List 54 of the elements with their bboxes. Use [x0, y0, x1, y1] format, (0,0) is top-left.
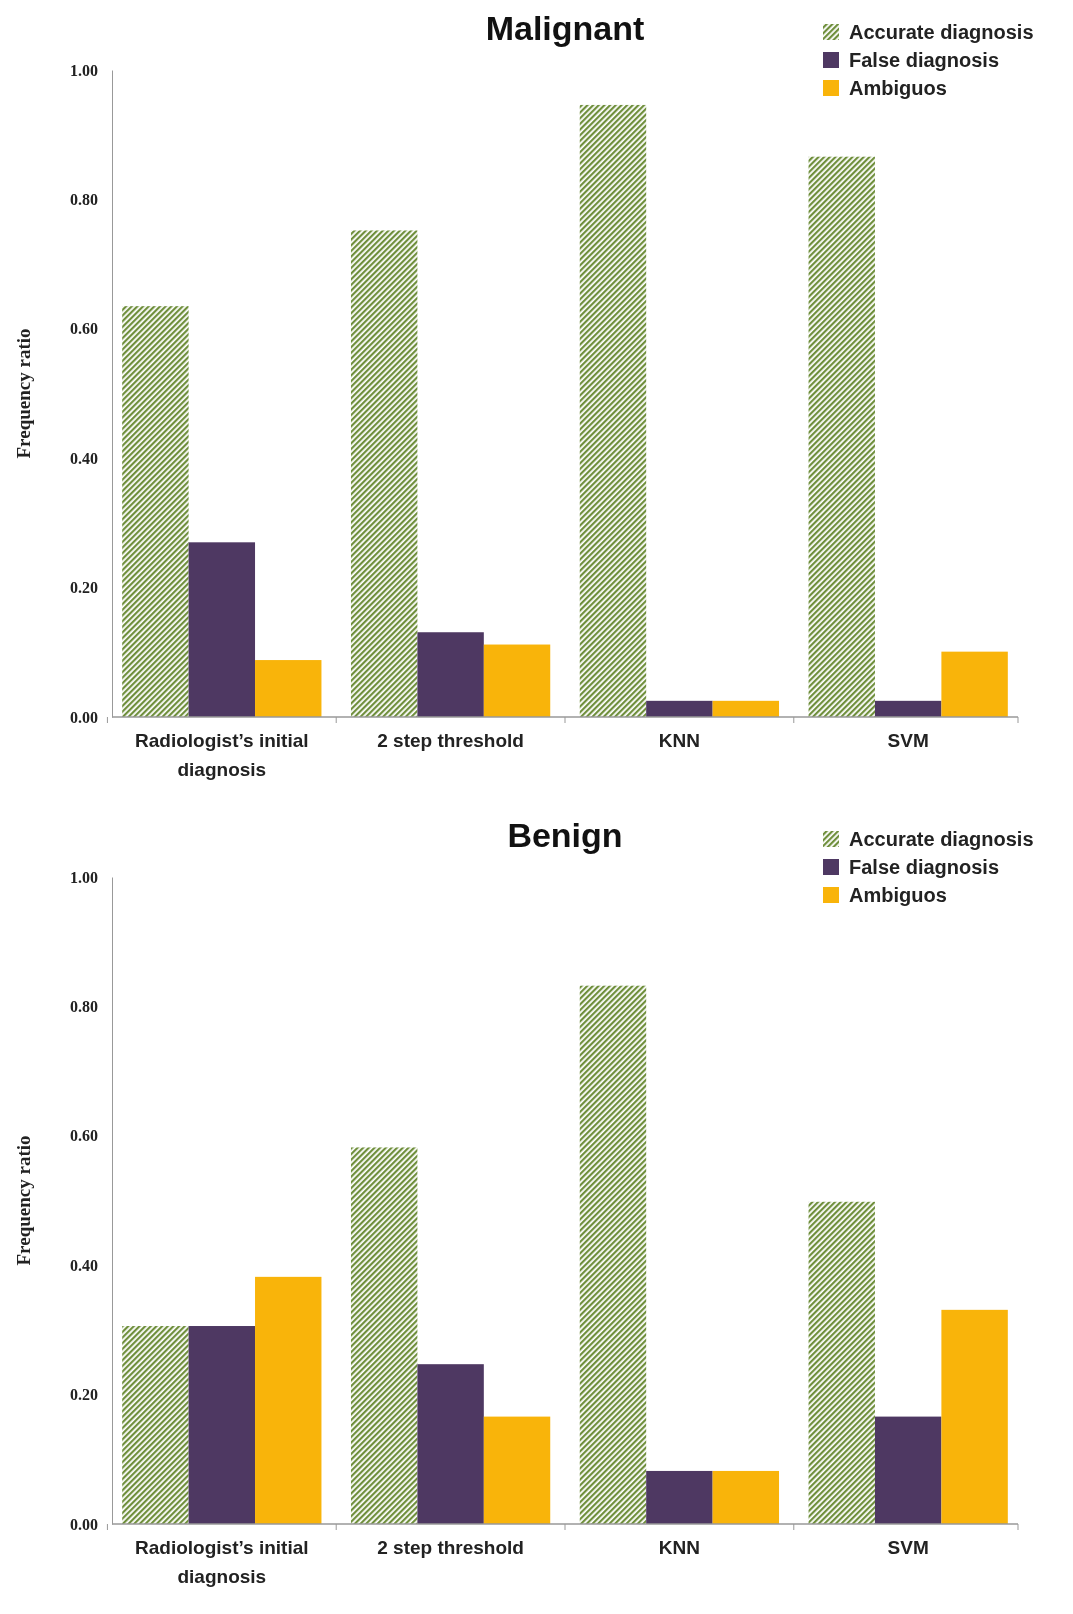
bar — [188, 542, 256, 717]
bar — [417, 632, 484, 717]
y-tick-label: 0.60 — [70, 320, 98, 338]
legend-label: Accurate diagnosis — [849, 21, 1034, 43]
y-tick-label: 0.00 — [70, 1515, 98, 1533]
bar — [874, 1416, 942, 1524]
x-tick-label: SVM — [887, 730, 929, 751]
bar — [808, 1201, 875, 1524]
y-tick-label: 0.40 — [70, 1256, 98, 1274]
y-tick-label: 0.00 — [70, 708, 98, 726]
bar — [350, 230, 418, 717]
x-tick-label: 2 step threshold — [377, 1537, 524, 1558]
bar — [808, 156, 875, 717]
x-tick-label: KNN — [658, 730, 700, 751]
bar — [255, 660, 322, 717]
y-tick-label: 0.80 — [70, 191, 98, 209]
y-tick-label: 0.20 — [70, 579, 98, 597]
bar — [188, 1326, 256, 1524]
bar — [483, 1416, 551, 1524]
bar — [579, 104, 647, 717]
y-axis-title: Frequency ratio — [13, 328, 34, 459]
bar — [350, 1147, 418, 1524]
chart-title: Malignant — [485, 9, 645, 47]
bar — [712, 700, 780, 717]
x-tick-label: Radiologist’s initial diagnosis — [135, 1537, 309, 1587]
y-tick-label: 1.00 — [70, 61, 98, 79]
x-tick-label: KNN — [658, 1537, 700, 1558]
bar — [579, 985, 647, 1524]
bar — [255, 1276, 322, 1524]
legend-label: Ambiguos — [849, 884, 947, 906]
x-tick-label: SVM — [887, 1537, 929, 1558]
legend-label: Accurate diagnosis — [849, 828, 1034, 850]
y-tick-label: 0.80 — [70, 998, 98, 1016]
legend-label: False diagnosis — [849, 49, 1000, 71]
x-tick-label: Radiologist’s initial diagnosis — [135, 730, 309, 780]
y-tick-label: 0.60 — [70, 1127, 98, 1145]
bar — [483, 644, 551, 717]
bar — [941, 651, 1008, 717]
x-tick-label: 2 step threshold — [377, 730, 524, 751]
bar — [941, 1309, 1008, 1524]
legend-label: Ambiguos — [849, 77, 947, 99]
bar — [646, 1470, 713, 1524]
bar — [712, 1470, 780, 1524]
bar — [874, 700, 942, 717]
y-tick-label: 0.40 — [70, 449, 98, 467]
bar — [646, 700, 713, 717]
bar — [122, 1326, 189, 1524]
legend-label: False diagnosis — [849, 856, 1000, 878]
bar — [417, 1364, 484, 1524]
bar — [122, 306, 189, 717]
y-axis-title: Frequency ratio — [13, 1135, 34, 1266]
y-tick-label: 0.20 — [70, 1386, 98, 1404]
y-tick-label: 1.00 — [70, 868, 98, 886]
chart-title: Benign — [507, 816, 623, 854]
